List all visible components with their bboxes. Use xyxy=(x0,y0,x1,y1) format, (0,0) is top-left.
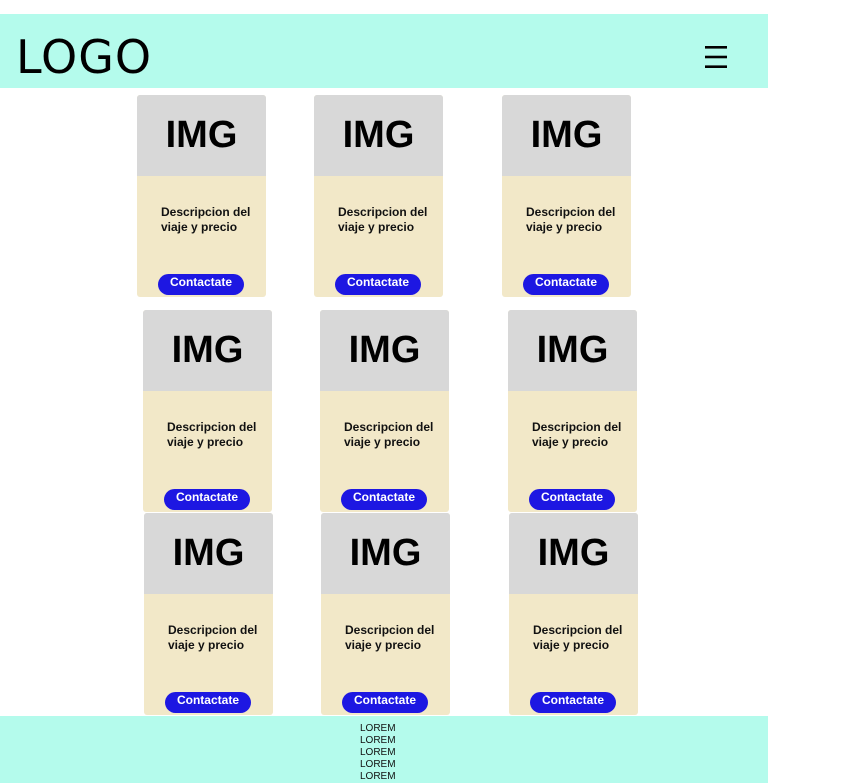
card-image-placeholder: IMG xyxy=(144,513,273,594)
contact-button[interactable]: Contactate xyxy=(335,274,421,295)
contact-button[interactable]: Contactate xyxy=(529,489,615,510)
contact-button[interactable]: Contactate xyxy=(523,274,609,295)
card-description: Descripcion del viaje y precio xyxy=(532,420,622,449)
trip-card: IMG Descripcion del viaje y precio Conta… xyxy=(314,95,443,297)
card-image-placeholder: IMG xyxy=(508,310,637,391)
hamburger-menu-icon[interactable] xyxy=(702,40,730,74)
footer-line: LOREM xyxy=(360,759,396,770)
card-image-placeholder: IMG xyxy=(314,95,443,176)
trip-card: IMG Descripcion del viaje y precio Conta… xyxy=(143,310,272,512)
card-description: Descripcion del viaje y precio xyxy=(345,623,435,652)
card-image-placeholder: IMG xyxy=(320,310,449,391)
card-image-placeholder: IMG xyxy=(321,513,450,594)
footer-line: LOREM xyxy=(360,747,396,758)
card-description: Descripcion del viaje y precio xyxy=(526,205,616,234)
card-image-placeholder: IMG xyxy=(509,513,638,594)
site-footer: LOREM LOREM LOREM LOREM LOREM xyxy=(0,716,768,783)
footer-text: LOREM LOREM LOREM LOREM LOREM xyxy=(360,723,396,783)
contact-button[interactable]: Contactate xyxy=(341,489,427,510)
card-image-placeholder: IMG xyxy=(502,95,631,176)
contact-button[interactable]: Contactate xyxy=(342,692,428,713)
card-description: Descripcion del viaje y precio xyxy=(338,205,428,234)
trip-card: IMG Descripcion del viaje y precio Conta… xyxy=(321,513,450,715)
card-description: Descripcion del viaje y precio xyxy=(533,623,623,652)
contact-button[interactable]: Contactate xyxy=(164,489,250,510)
card-description: Descripcion del viaje y precio xyxy=(161,205,251,234)
trip-card: IMG Descripcion del viaje y precio Conta… xyxy=(509,513,638,715)
card-description: Descripcion del viaje y precio xyxy=(344,420,434,449)
trip-card: IMG Descripcion del viaje y precio Conta… xyxy=(320,310,449,512)
footer-line: LOREM xyxy=(360,771,396,782)
contact-button[interactable]: Contactate xyxy=(530,692,616,713)
card-image-placeholder: IMG xyxy=(143,310,272,391)
footer-line: LOREM xyxy=(360,735,396,746)
trip-card: IMG Descripcion del viaje y precio Conta… xyxy=(137,95,266,297)
card-description: Descripcion del viaje y precio xyxy=(167,420,257,449)
trip-card: IMG Descripcion del viaje y precio Conta… xyxy=(144,513,273,715)
site-header: LOGO xyxy=(0,14,768,88)
contact-button[interactable]: Contactate xyxy=(165,692,251,713)
contact-button[interactable]: Contactate xyxy=(158,274,244,295)
card-description: Descripcion del viaje y precio xyxy=(168,623,258,652)
footer-line: LOREM xyxy=(360,723,396,734)
trip-card: IMG Descripcion del viaje y precio Conta… xyxy=(508,310,637,512)
trip-card: IMG Descripcion del viaje y precio Conta… xyxy=(502,95,631,297)
logo[interactable]: LOGO xyxy=(16,30,153,84)
card-image-placeholder: IMG xyxy=(137,95,266,176)
